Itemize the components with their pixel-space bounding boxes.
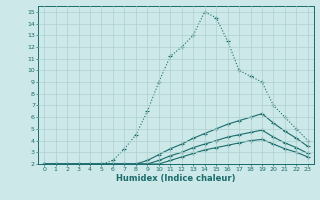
X-axis label: Humidex (Indice chaleur): Humidex (Indice chaleur) bbox=[116, 174, 236, 183]
